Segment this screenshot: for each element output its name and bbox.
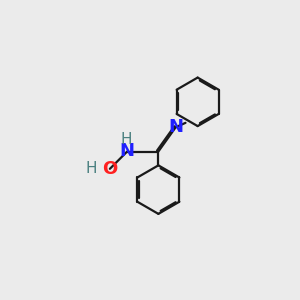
Text: N: N (120, 142, 135, 160)
Text: O: O (102, 160, 118, 178)
Text: H: H (85, 161, 97, 176)
Text: N: N (168, 118, 183, 136)
Text: H: H (121, 132, 132, 147)
